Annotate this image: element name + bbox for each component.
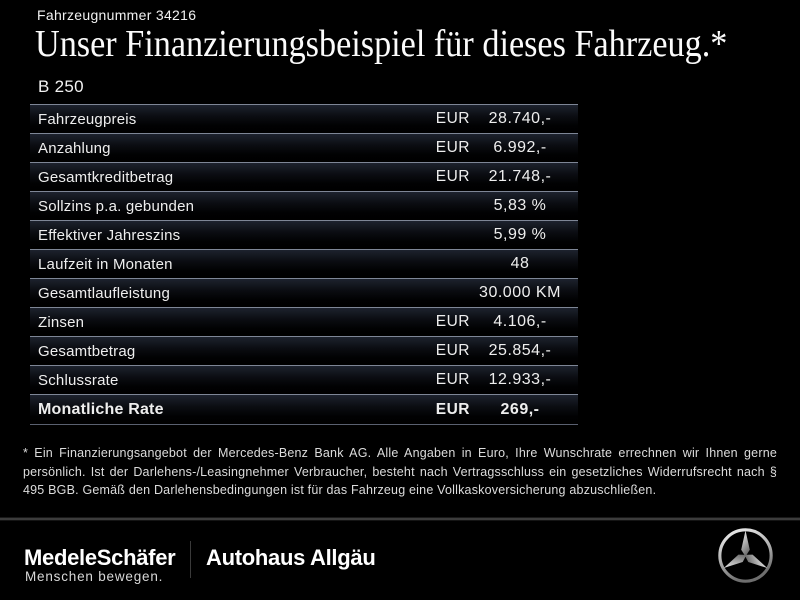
table-row: Gesamtkreditbetrag EUR 21.748,-: [30, 162, 578, 191]
table-row: Laufzeit in Monaten 48: [30, 249, 578, 278]
dealer-tagline: Menschen bewegen.: [25, 569, 164, 584]
finance-table: Fahrzeugpreis EUR 28.740,- Anzahlung EUR 6.99…: [30, 104, 578, 425]
table-row: Zinsen EUR 4.106,-: [30, 307, 578, 336]
page-title: Unser Finanzierungsbeispiel für dieses F…: [35, 23, 728, 65]
table-row: Schlussrate EUR 12.933,-: [30, 365, 578, 394]
mercedes-star-icon: [717, 527, 774, 584]
row-value: 25.854,-: [488, 342, 552, 359]
table-row: Anzahlung EUR 6.992,-: [30, 133, 578, 162]
row-currency: EUR: [435, 110, 470, 127]
footer-divider: [0, 517, 800, 521]
row-currency: EUR: [435, 400, 470, 418]
row-label: Anzahlung: [38, 139, 111, 157]
vehicle-number: Fahrzeugnummer 34216: [37, 7, 197, 23]
logo-divider: [190, 541, 191, 578]
footnote-text: * Ein Finanzierungsangebot der Mercedes-…: [23, 446, 777, 497]
row-label: Laufzeit in Monaten: [38, 255, 173, 273]
table-row: Fahrzeugpreis EUR 28.740,-: [30, 104, 578, 133]
table-row: Effektiver Jahreszins 5,99 %: [30, 220, 578, 249]
model-name: B 250: [38, 77, 84, 96]
dealer-logo-autohaus-allgaeu: Autohaus Allgäu: [206, 545, 376, 570]
row-label: Zinsen: [38, 313, 85, 331]
row-currency: EUR: [435, 342, 470, 359]
table-row: Sollzins p.a. gebunden 5,83 %: [30, 191, 578, 220]
row-value: 269,-: [500, 400, 540, 418]
row-currency: EUR: [435, 168, 470, 185]
row-currency: EUR: [435, 139, 470, 156]
dealer-logo-medeleschaefer: MedeleSchäfer: [24, 545, 176, 570]
table-row: Monatliche Rate EUR 269,-: [30, 394, 578, 425]
row-value: 6.992,-: [493, 139, 547, 156]
row-label: Gesamtbetrag: [38, 342, 136, 360]
row-label: Monatliche Rate: [38, 400, 164, 418]
table-row: Gesamtlaufleistung 30.000 KM: [30, 278, 578, 307]
row-label: Sollzins p.a. gebunden: [38, 197, 195, 215]
row-currency: EUR: [435, 313, 470, 330]
row-currency: EUR: [435, 371, 470, 388]
row-value: 48: [510, 255, 530, 272]
row-value: 21.748,-: [488, 168, 552, 185]
row-label: Fahrzeugpreis: [38, 110, 137, 128]
row-value: 4.106,-: [493, 313, 547, 330]
row-label: Schlussrate: [38, 371, 119, 389]
row-value: 30.000 KM: [479, 284, 561, 301]
row-value: 5,99 %: [493, 226, 547, 243]
row-value: 28.740,-: [488, 110, 552, 127]
row-value: 12.933,-: [488, 371, 552, 388]
row-label: Gesamtkreditbetrag: [38, 168, 174, 186]
table-row: Gesamtbetrag EUR 25.854,-: [30, 336, 578, 365]
row-label: Effektiver Jahreszins: [38, 226, 181, 244]
row-value: 5,83 %: [493, 197, 547, 214]
row-label: Gesamtlaufleistung: [38, 284, 171, 302]
